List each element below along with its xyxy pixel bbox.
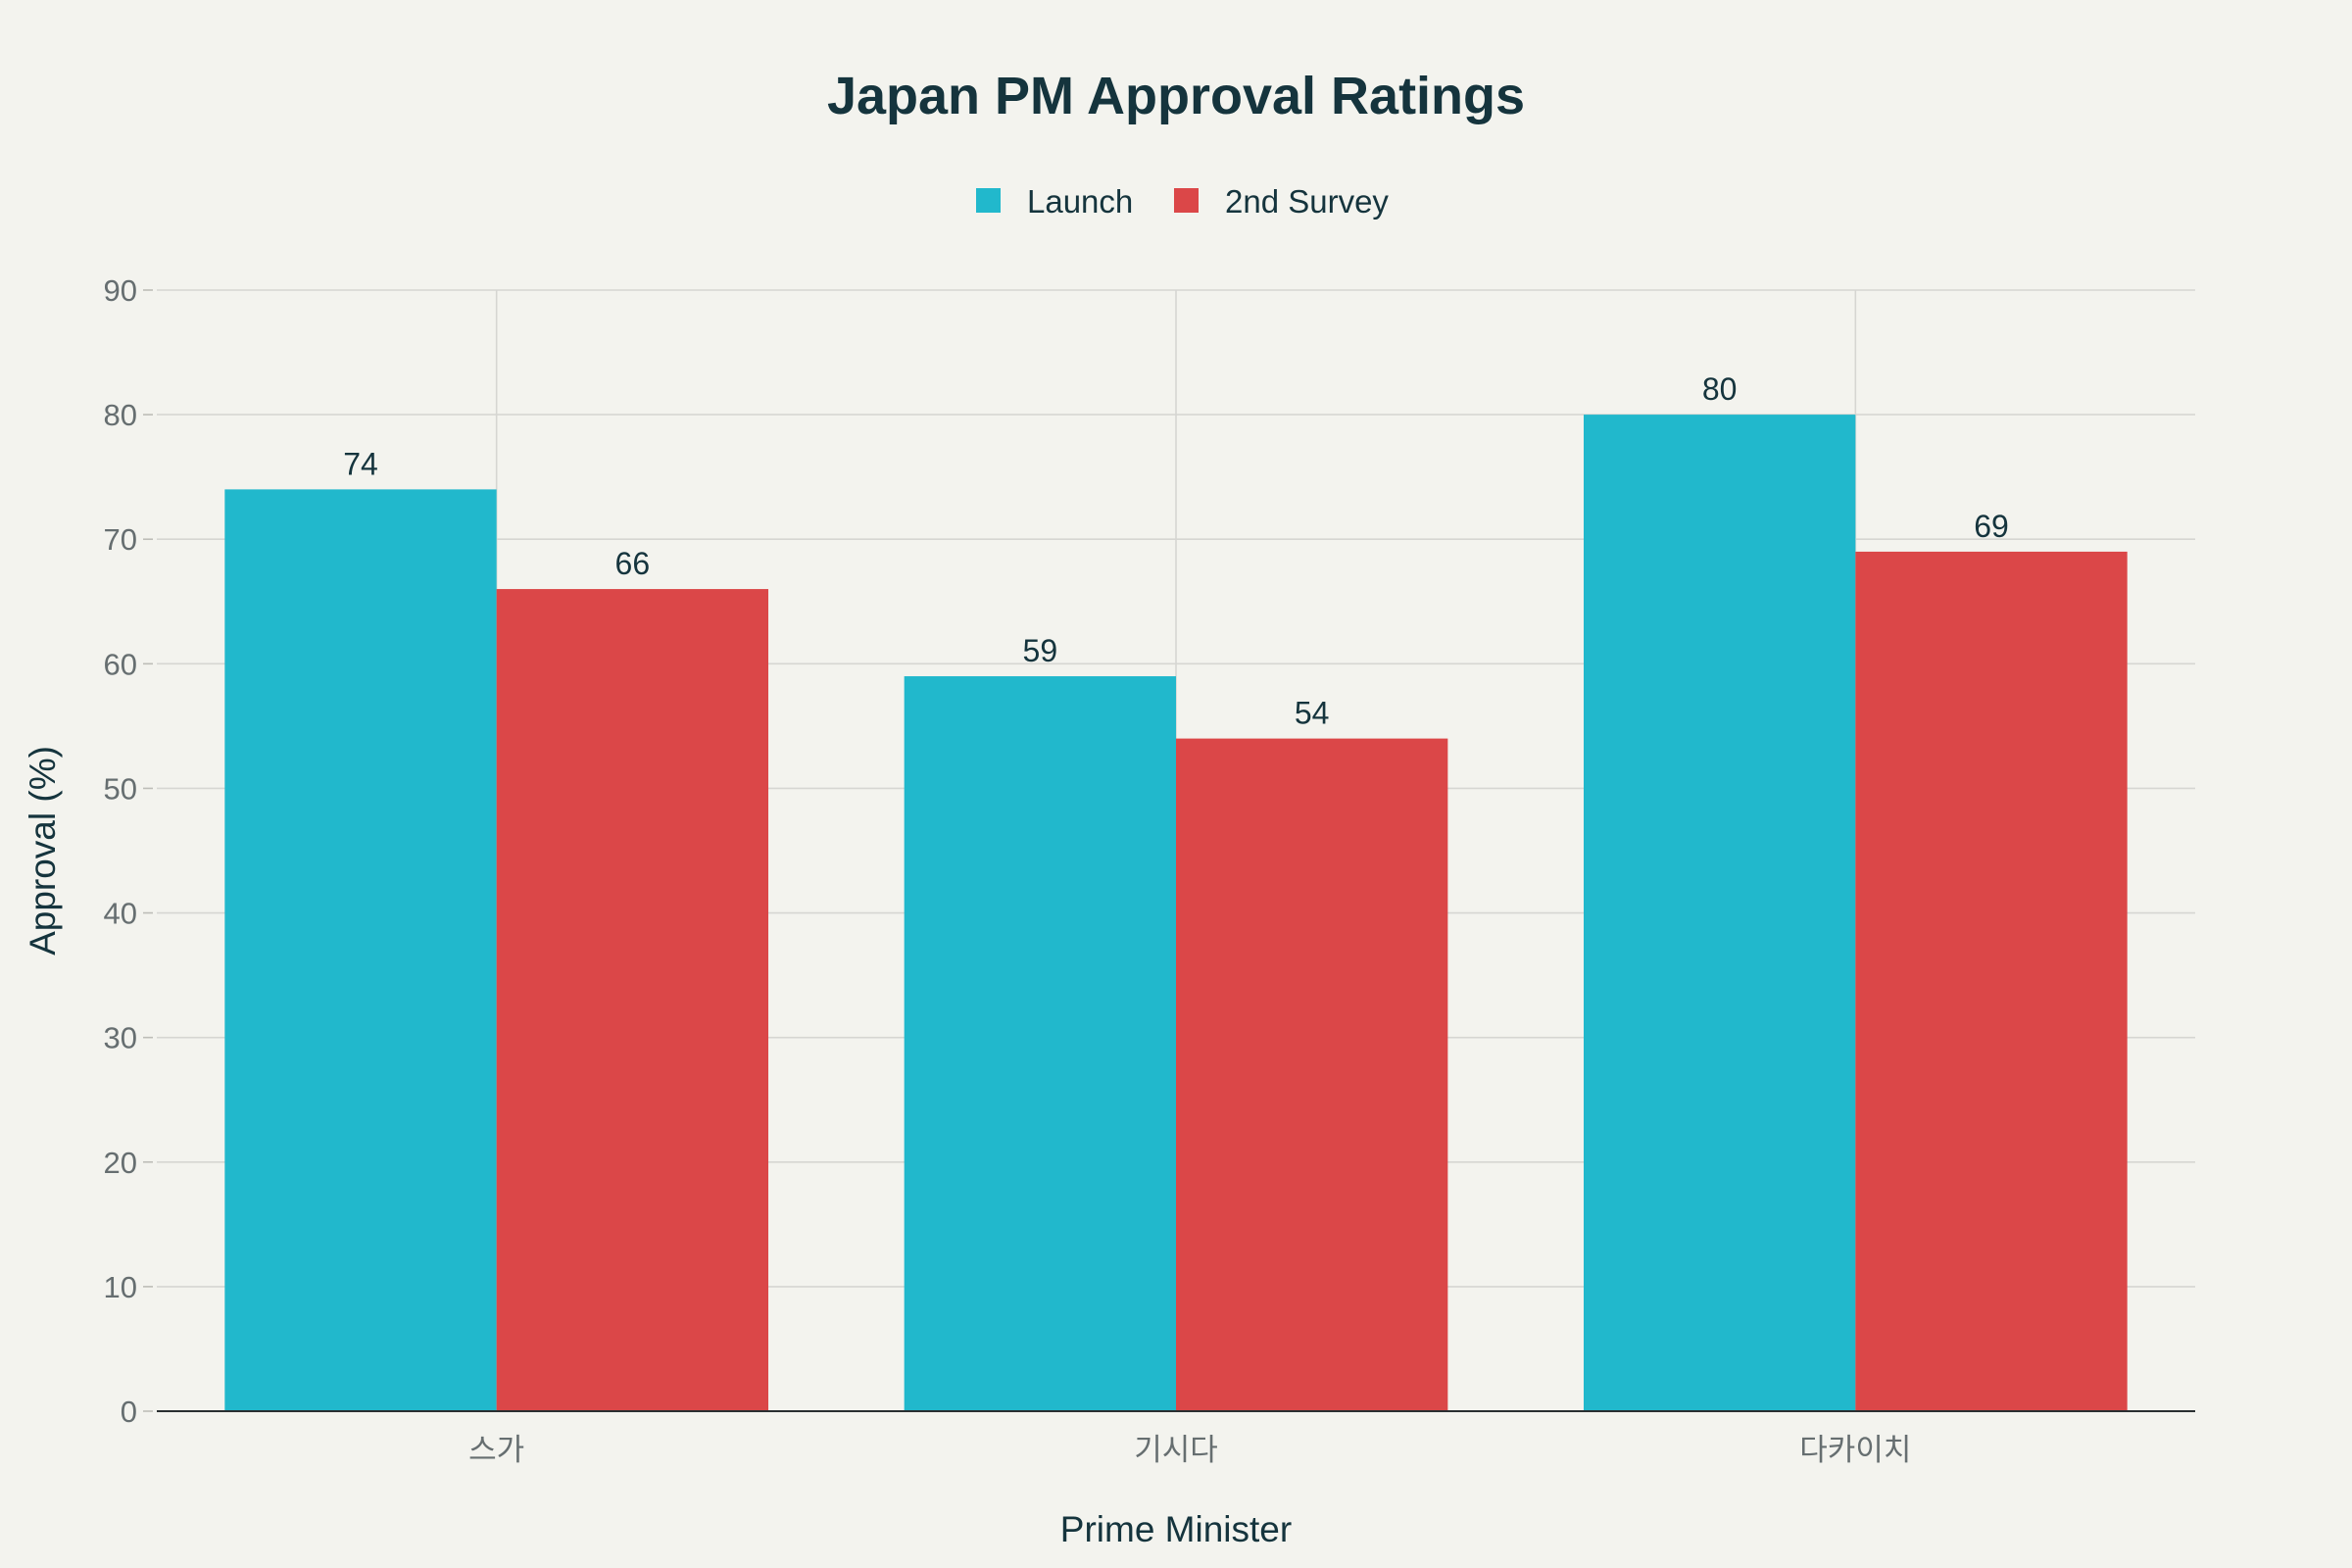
y-tick-label-30: 30: [104, 1021, 137, 1055]
y-tick-label-0: 0: [121, 1395, 137, 1429]
data-label-2nd-survey-0: 66: [615, 546, 651, 581]
data-label-2nd-survey-1: 54: [1295, 696, 1330, 731]
bar-2nd-survey-1: [1176, 738, 1448, 1411]
y-tick-label-60: 60: [104, 647, 137, 681]
y-tick-label-90: 90: [104, 273, 137, 308]
data-label-2nd-survey-2: 69: [1974, 509, 2009, 544]
bar-launch-2: [1584, 415, 1856, 1412]
legend-label-launch: Launch: [1027, 183, 1133, 220]
data-label-launch-1: 59: [1023, 633, 1058, 668]
bars: [224, 415, 2128, 1412]
legend-swatch-launch: [976, 188, 1001, 213]
bar-2nd-survey-2: [1855, 551, 2128, 1411]
y-tick-label-10: 10: [104, 1270, 137, 1304]
x-axis-title: Prime Minister: [1060, 1509, 1292, 1549]
y-axis-ticks: 0 10 20 30 40 50 60 70 80 90: [104, 273, 153, 1429]
y-tick-label-70: 70: [104, 522, 137, 557]
x-axis-ticks: 스가 기시다 다카이치: [468, 1433, 1911, 1468]
x-tick-label-2: 다카이치: [1799, 1433, 1911, 1468]
y-tick-label-80: 80: [104, 398, 137, 432]
y-tick-label-40: 40: [104, 897, 137, 931]
y-axis-title: Approval (%): [23, 746, 63, 956]
data-labels: 74 66 59 54 80 69: [343, 371, 2009, 730]
chart-title: Japan PM Approval Ratings: [827, 67, 1525, 125]
legend: Launch 2nd Survey: [976, 183, 1389, 220]
bar-launch-0: [224, 489, 497, 1411]
legend-label-2nd-survey: 2nd Survey: [1225, 183, 1389, 220]
legend-swatch-2nd-survey: [1174, 188, 1199, 213]
data-label-launch-2: 80: [1702, 371, 1738, 407]
x-tick-label-0: 스가: [468, 1433, 524, 1468]
data-label-launch-0: 74: [343, 446, 378, 481]
y-tick-label-20: 20: [104, 1146, 137, 1180]
bar-launch-1: [904, 676, 1176, 1411]
y-tick-label-50: 50: [104, 771, 137, 806]
x-tick-label-1: 기시다: [1134, 1433, 1218, 1468]
bar-2nd-survey-0: [496, 589, 768, 1411]
